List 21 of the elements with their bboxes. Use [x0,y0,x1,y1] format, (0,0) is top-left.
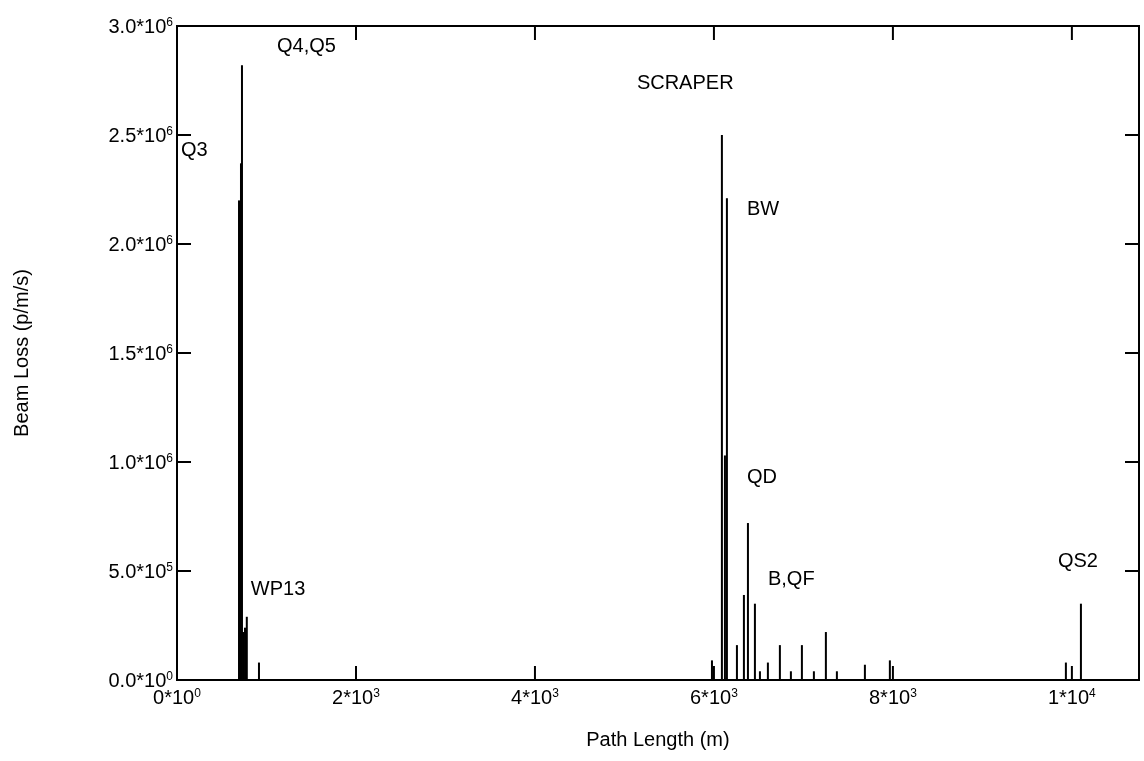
y-tick-label: 2.5*10$^{6}$ [108,124,174,146]
x-tick-label: 8*10$^{3}$ [868,686,918,708]
x-tick-label: 6*10$^{3}$ [690,686,739,708]
y-tick-label: 3.0*10$^{6}$ [108,15,174,37]
annotation: SCRAPER [636,71,734,93]
annotation: QD [746,465,777,488]
annotation: QS2 [1057,548,1098,571]
x-tick-label: 1*10$^{4}$ [1047,686,1097,708]
annotation: Q3 [181,138,208,161]
annotation: B,QF [767,567,815,590]
y-tick-label: 5.0*10$^{5}$ [108,560,174,582]
y-tick-label: 2.0*10$^{6}$ [108,233,174,255]
annotation: BW [746,197,780,220]
annotation: WP13 [250,576,306,599]
annotation: Q4,Q5 [276,34,336,57]
y-tick-label: 1.5*10$^{6}$ [108,342,174,364]
x-axis-title: Path Length (m) [586,728,730,750]
x-tick-label: 2*10$^{3}$ [332,686,381,708]
x-tick-label: 4*10$^{3}$ [511,686,560,708]
y-axis-title: Beam Loss (p/m/s) [10,269,32,437]
y-tick-label: 1.0*10$^{6}$ [108,451,174,473]
